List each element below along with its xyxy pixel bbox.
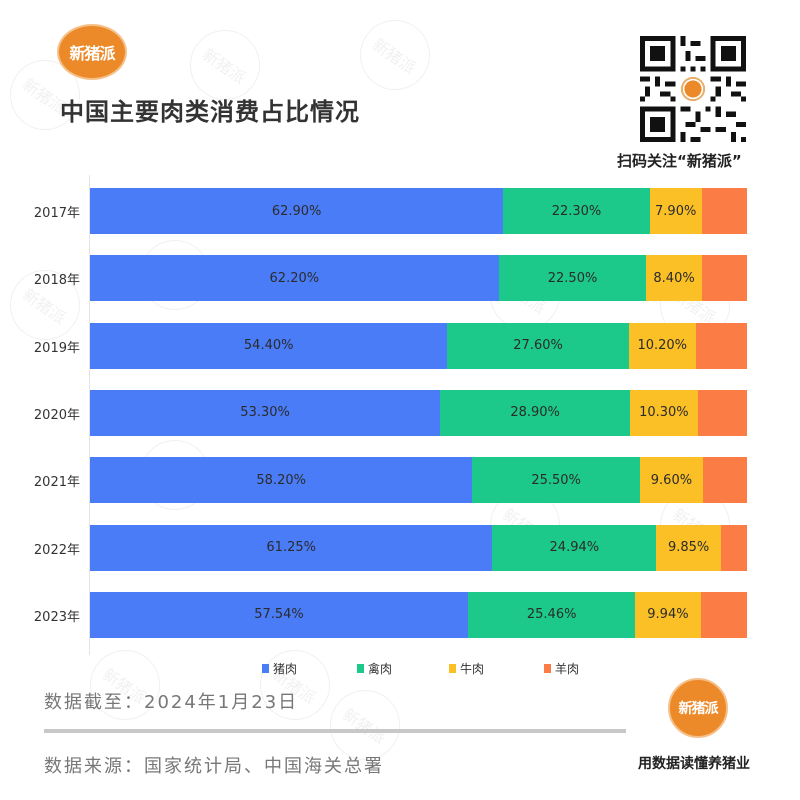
- bar-segment: 9.94%: [635, 591, 701, 638]
- chart-legend: 猪肉 禽肉 牛肉 羊肉: [0, 660, 800, 680]
- bar-row: 2019年 54.40% 27.60% 10.20%: [0, 322, 800, 369]
- bar-segment: 54.40%: [90, 322, 448, 369]
- bar-segment: 24.94%: [492, 524, 657, 571]
- bar-segment: 62.90%: [90, 188, 504, 234]
- watermark: 新猪派: [246, 636, 344, 734]
- category-label: 2023年: [33, 609, 80, 625]
- page-title: 中国主要肉类消费占比情况: [60, 98, 360, 126]
- bar-row: 2021年 58.20% 25.50% 9.60%: [0, 457, 800, 504]
- bar-segment: 61.25%: [90, 524, 493, 571]
- bar-segment: [701, 188, 747, 234]
- footer-divider: [44, 729, 626, 733]
- legend-label: 猪肉: [273, 662, 298, 676]
- data-cutoff-date: 数据截至：2024年1月23日: [44, 692, 299, 713]
- legend-item-poultry: 禽肉: [357, 660, 392, 677]
- bar-segment: [720, 524, 747, 571]
- stacked-bar: 53.30% 28.90% 10.30%: [90, 389, 747, 436]
- bar-segment: [701, 255, 747, 302]
- brand-slogan: 用数据读懂养猪业: [638, 756, 750, 772]
- legend-item-beef: 牛肉: [449, 660, 484, 677]
- bar-segment: [702, 457, 747, 504]
- bar-segment: 57.54%: [90, 591, 469, 638]
- legend-item-pork: 猪肉: [262, 660, 297, 677]
- legend-item-mutton: 羊肉: [544, 660, 579, 677]
- bar-segment: 25.50%: [472, 457, 640, 504]
- category-label: 2022年: [33, 542, 80, 558]
- bar-segment: 7.90%: [649, 188, 702, 234]
- qr-code-icon: [640, 36, 746, 142]
- bar-segment: [695, 322, 747, 369]
- stacked-bar: 62.90% 22.30% 7.90%: [90, 188, 747, 234]
- legend-label: 牛肉: [460, 662, 485, 676]
- stacked-bar: 57.54% 25.46% 9.94%: [90, 591, 747, 638]
- category-label: 2019年: [33, 340, 80, 356]
- brand-logo-footer: 新猪派: [668, 678, 728, 738]
- bar-segment: 53.30%: [90, 389, 441, 436]
- data-source: 数据来源：国家统计局、中国海关总署: [44, 756, 384, 777]
- bar-segment: 62.20%: [90, 255, 499, 302]
- bar-segment: 9.85%: [656, 524, 721, 571]
- category-label: 2018年: [33, 273, 80, 289]
- legend-swatch: [357, 664, 364, 673]
- bar-segment: 10.30%: [630, 389, 698, 436]
- bar-segment: 22.50%: [498, 255, 647, 302]
- legend-label: 羊肉: [555, 662, 580, 676]
- bar-segment: 9.60%: [639, 457, 703, 504]
- legend-label: 禽肉: [368, 662, 393, 676]
- brand-logo-text: 新猪派: [69, 44, 115, 63]
- legend-swatch: [449, 664, 456, 673]
- bar-row: 2018年 62.20% 22.50% 8.40%: [0, 255, 800, 302]
- stacked-bar: 54.40% 27.60% 10.20%: [90, 322, 747, 369]
- category-label: 2017年: [33, 206, 80, 221]
- y-axis-line: [89, 175, 90, 655]
- brand-logo: 新猪派: [57, 24, 127, 80]
- bar-segment: 58.20%: [90, 457, 473, 504]
- bar-segment: 10.20%: [628, 322, 696, 369]
- bar-segment: [697, 389, 747, 436]
- category-label: 2021年: [33, 475, 80, 491]
- stacked-bar: 62.20% 22.50% 8.40%: [90, 255, 747, 302]
- watermark: 新猪派: [76, 636, 174, 734]
- qr-caption: 扫码关注“新猪派”: [617, 152, 742, 170]
- stacked-bar: 58.20% 25.50% 9.60%: [90, 457, 747, 504]
- legend-swatch: [262, 664, 269, 673]
- bar-segment: 22.30%: [503, 188, 650, 234]
- bar-row: 2017年 62.90% 22.30% 7.90%: [0, 188, 800, 234]
- brand-logo-text: 新猪派: [678, 701, 719, 717]
- bar-segment: 28.90%: [440, 389, 631, 436]
- legend-swatch: [544, 664, 551, 673]
- watermark: 新猪派: [346, 6, 444, 104]
- bar-row: 2022年 61.25% 24.94% 9.85%: [0, 524, 800, 571]
- bar-segment: 27.60%: [447, 322, 629, 369]
- bar-row: 2020年 53.30% 28.90% 10.30%: [0, 389, 800, 436]
- stacked-bar: 61.25% 24.94% 9.85%: [90, 524, 747, 571]
- bar-segment: [700, 591, 747, 638]
- bar-segment: 8.40%: [646, 255, 702, 302]
- bar-segment: 25.46%: [468, 591, 636, 638]
- bar-row: 2023年 57.54% 25.46% 9.94%: [0, 591, 800, 638]
- category-label: 2020年: [33, 407, 80, 423]
